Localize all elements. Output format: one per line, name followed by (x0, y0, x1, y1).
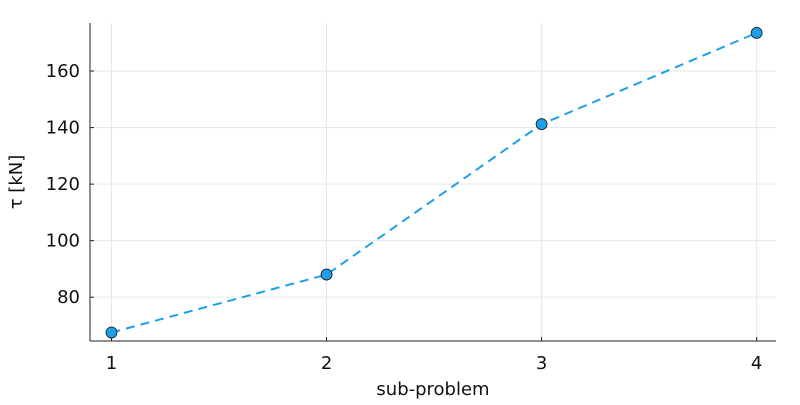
x-tick-label: 1 (106, 353, 117, 374)
y-tick-label: 140 (46, 118, 80, 139)
x-axis-label: sub-problem (376, 379, 489, 400)
data-point (105, 326, 118, 339)
data-point (535, 118, 548, 131)
y-tick-label: 120 (46, 174, 80, 195)
y-axis-label: τ [kN] (6, 155, 27, 210)
x-tick-label: 3 (536, 353, 547, 374)
grid-lines (90, 23, 776, 341)
data-point (320, 268, 333, 281)
x-tick-label: 2 (321, 353, 332, 374)
y-tick-label: 80 (57, 287, 80, 308)
y-tick-label: 100 (46, 231, 80, 252)
x-tick-label: 4 (751, 353, 762, 374)
series-line (111, 31, 757, 334)
y-tick-label: 160 (46, 61, 80, 82)
series-layer (105, 26, 763, 339)
axes (89, 23, 776, 342)
tick-labels: 1 2 3 4 80 100 120 140 160 (46, 61, 763, 374)
data-point (750, 26, 763, 39)
